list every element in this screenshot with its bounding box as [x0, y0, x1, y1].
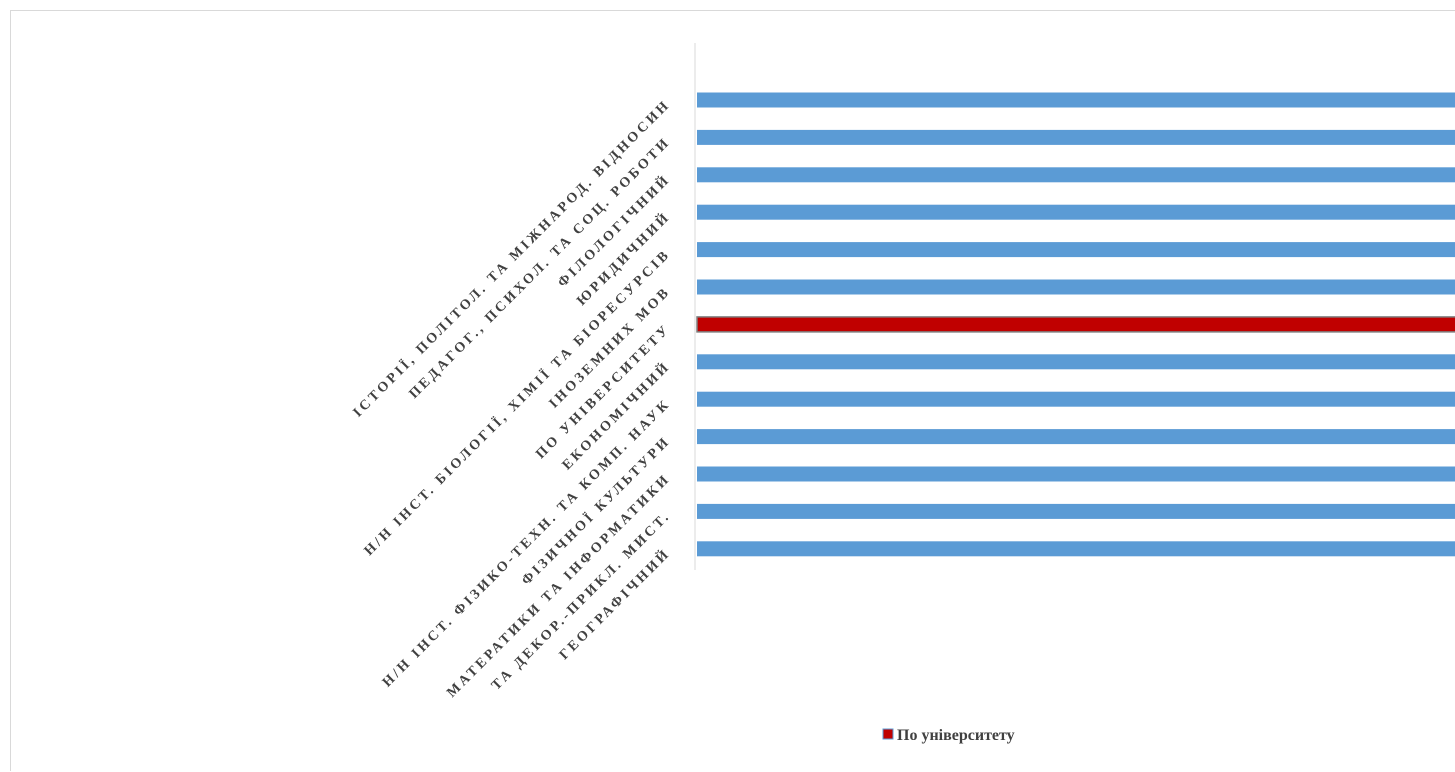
- category-labels-group: ІСТОРІЇ, ПОЛІТОЛ. ТА МІЖНАРОД. ВІДНОСИНП…: [350, 97, 674, 701]
- chart-frame: 50,745,943,642,940,738,538,337,935,234,1…: [10, 10, 1455, 771]
- legend: По університету: [882, 727, 1015, 744]
- legend-swatch: [882, 728, 894, 740]
- bar: [697, 354, 1455, 370]
- bar: [697, 129, 1455, 145]
- bar: [697, 92, 1455, 108]
- bar: [697, 279, 1455, 295]
- bar: [697, 541, 1455, 557]
- bar-highlight: [696, 316, 1455, 333]
- legend-label: По університету: [897, 727, 1015, 744]
- bar: [697, 429, 1455, 445]
- bar-chart: 50,745,943,642,940,738,538,337,935,234,1…: [350, 43, 1455, 744]
- bars-group: [696, 92, 1455, 557]
- bar: [697, 466, 1455, 482]
- bar: [697, 503, 1455, 519]
- bar: [697, 204, 1455, 220]
- bar: [697, 242, 1455, 258]
- bar: [697, 167, 1455, 183]
- bar: [697, 391, 1455, 407]
